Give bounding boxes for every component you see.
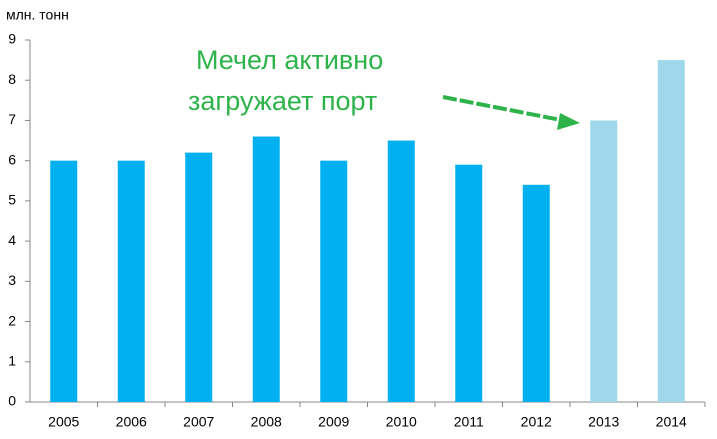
y-tick-label: 8	[8, 71, 16, 87]
bar	[455, 164, 483, 402]
x-tick-label: 2013	[588, 414, 619, 430]
x-tick-label: 2011	[454, 414, 484, 430]
bar	[387, 140, 415, 403]
y-tick-label: 0	[8, 393, 16, 409]
y-tick-label: 6	[8, 151, 16, 167]
y-tick-label: 2	[8, 312, 16, 328]
y-tick-label: 7	[8, 111, 16, 127]
x-tick-label: 2014	[656, 414, 687, 430]
y-tick-label: 1	[8, 352, 16, 368]
bar	[657, 60, 685, 402]
x-tick-label: 2007	[183, 414, 214, 430]
bar	[320, 160, 348, 402]
bar	[185, 152, 213, 402]
bar	[590, 120, 618, 402]
y-axis-title: млн. тонн	[6, 7, 69, 23]
y-tick-label: 4	[8, 232, 16, 248]
bar	[117, 160, 145, 402]
bar	[50, 160, 78, 402]
x-tick-label: 2005	[48, 414, 79, 430]
x-tick-label: 2006	[116, 414, 147, 430]
bar	[252, 136, 280, 403]
annotation: загружает порт	[188, 86, 377, 116]
annotation: Мечел активно	[196, 45, 383, 75]
x-tick-label: 2012	[521, 414, 552, 430]
x-tick-label: 2008	[251, 414, 282, 430]
annotation-arrow	[442, 95, 580, 130]
x-tick-label: 2010	[386, 414, 417, 430]
bar	[522, 184, 550, 402]
y-tick-label: 3	[8, 272, 16, 288]
x-tick-label: 2009	[318, 414, 349, 430]
y-tick-label: 9	[8, 31, 16, 47]
y-tick-label: 5	[8, 192, 16, 208]
